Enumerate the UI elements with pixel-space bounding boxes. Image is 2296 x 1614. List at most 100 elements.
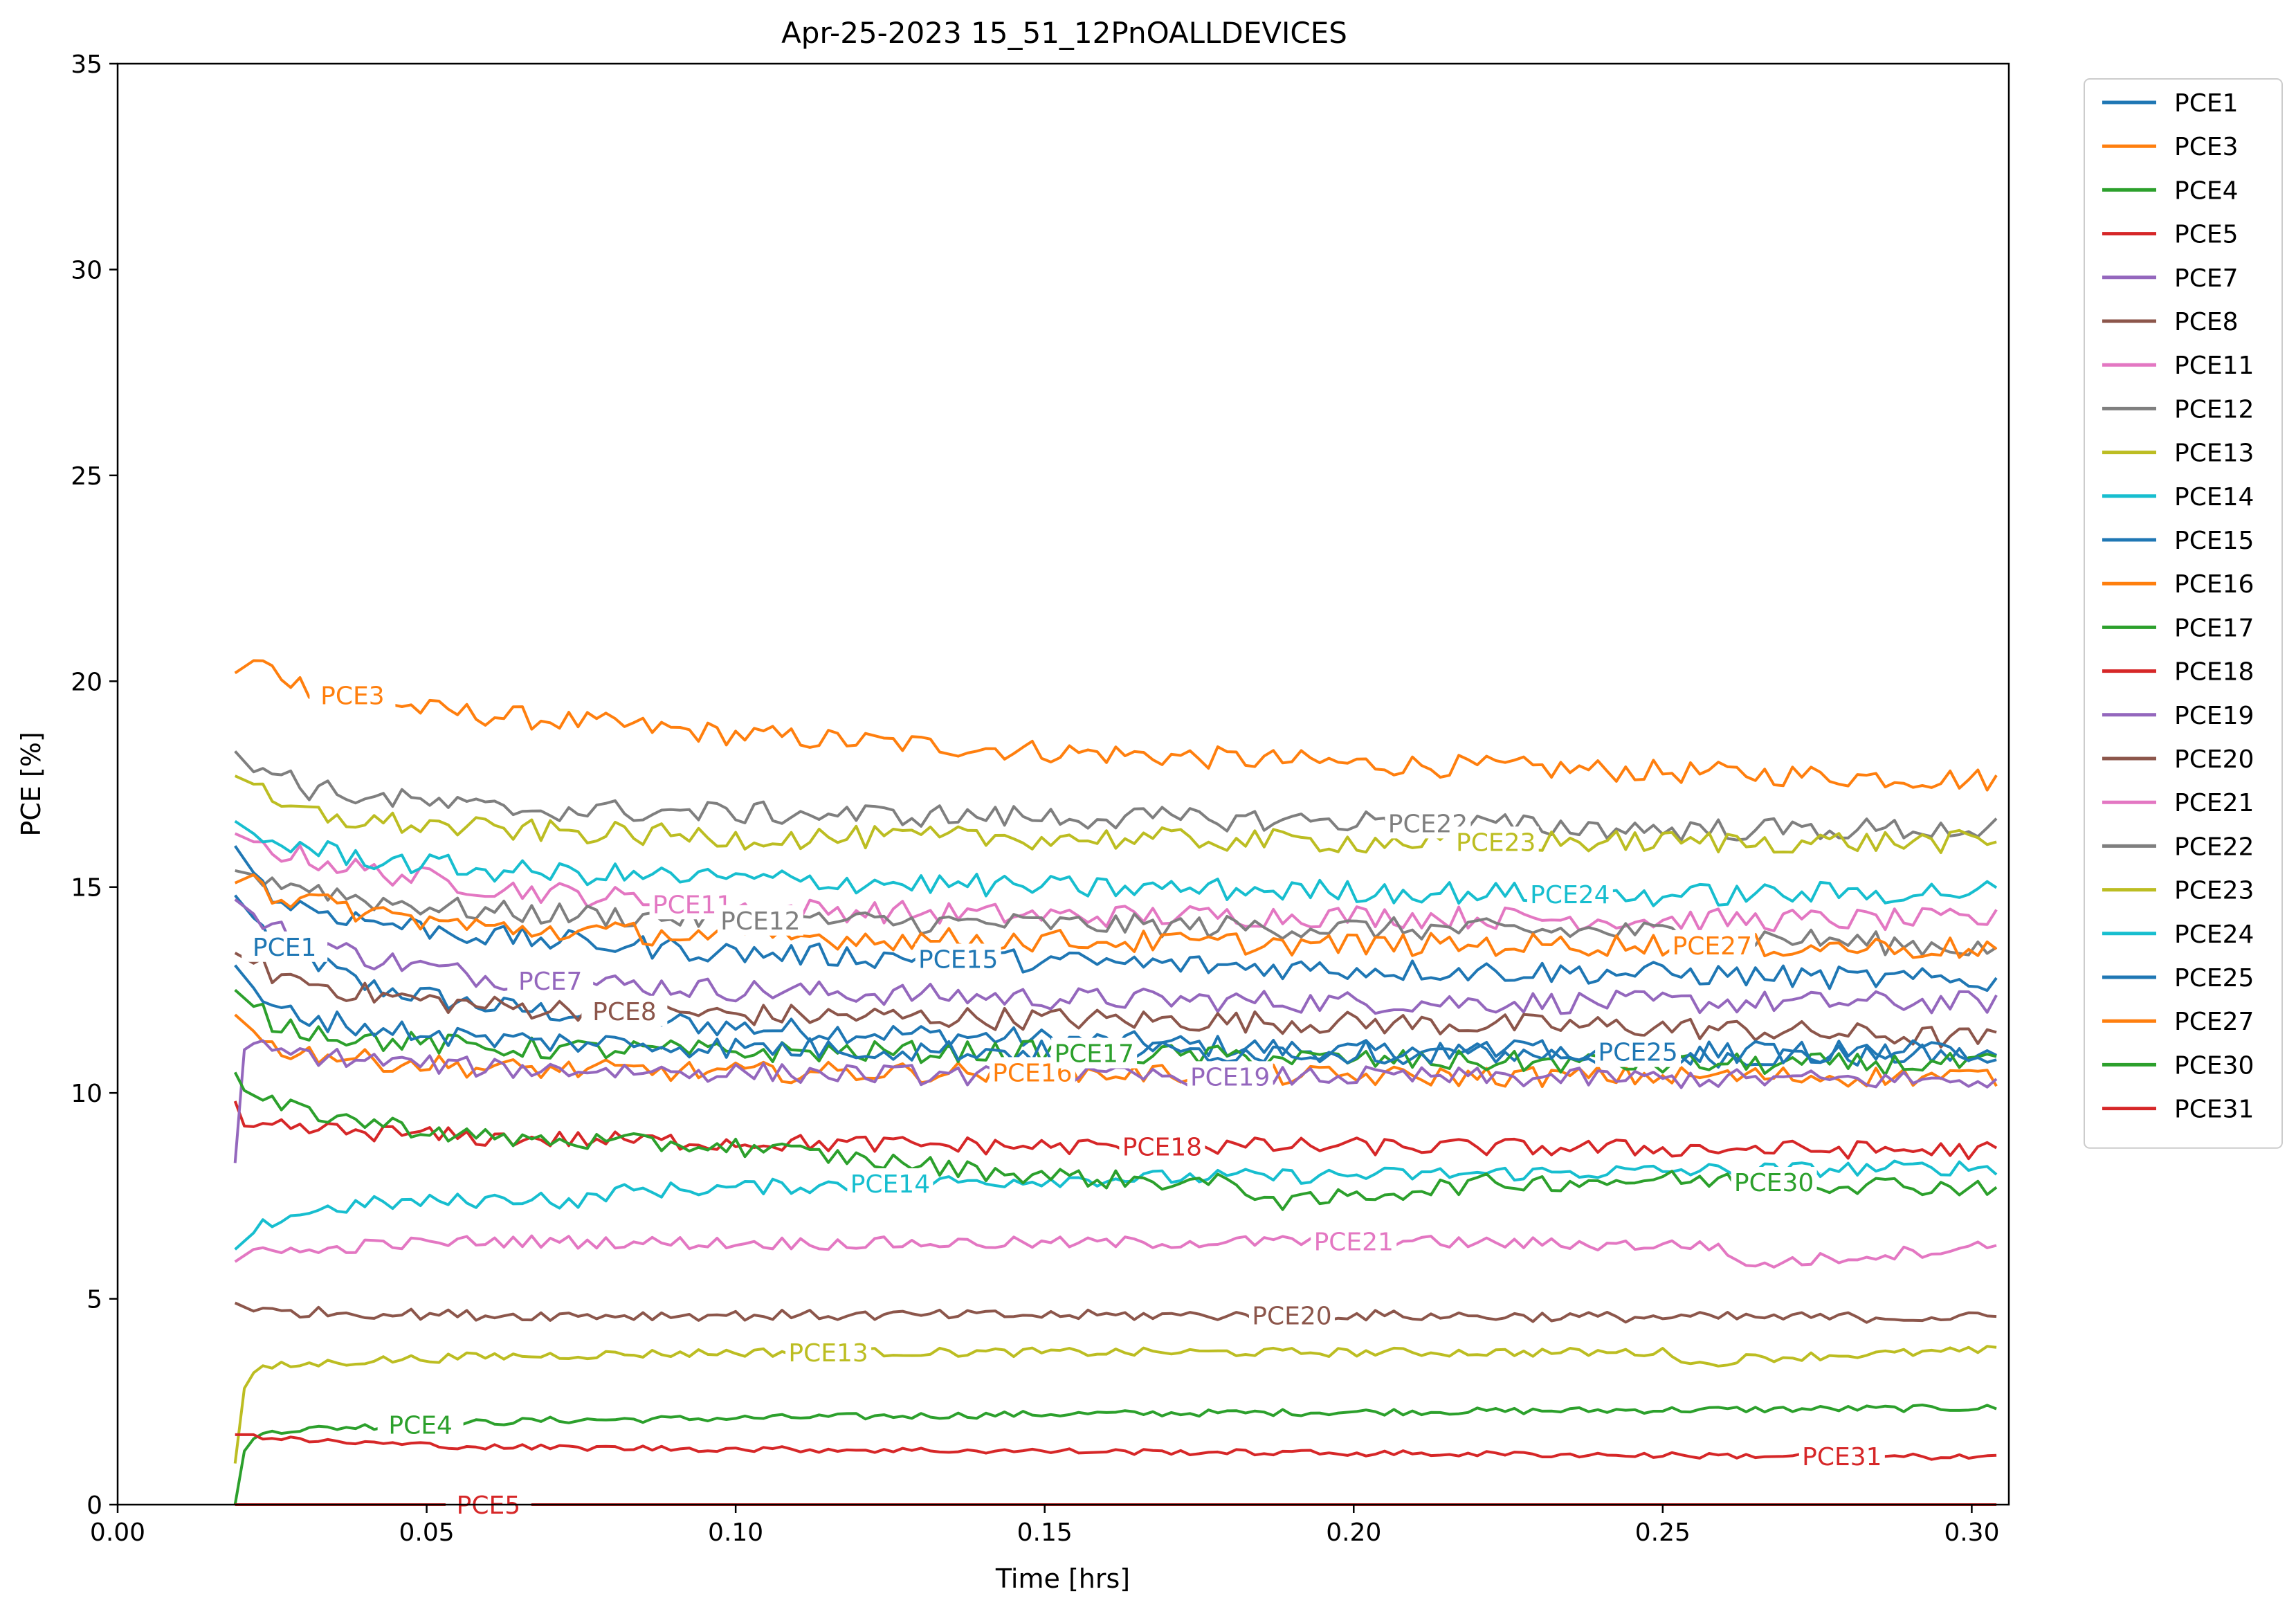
legend-entry: PCE18	[2102, 658, 2254, 687]
y-tick-label: 20	[71, 668, 102, 696]
y-tick-label: 30	[71, 256, 102, 284]
legend-entry: PCE20	[2102, 745, 2254, 774]
legend-entry: PCE27	[2102, 1008, 2254, 1036]
inline-label-pce4: PCE4	[377, 1409, 464, 1440]
series-line-pce16	[234, 1013, 1998, 1088]
legend-label: PCE21	[2174, 789, 2254, 817]
legend-label: PCE15	[2174, 527, 2254, 555]
legend-label: PCE3	[2174, 133, 2239, 161]
inline-label-text: PCE17	[1054, 1040, 1133, 1069]
inline-label-text: PCE5	[457, 1491, 521, 1520]
x-tick-label: 0.20	[1326, 1518, 1381, 1547]
inline-label-pce30: PCE30	[1731, 1167, 1817, 1198]
x-tick-label: 0.30	[1944, 1518, 1999, 1547]
inline-label-pce27: PCE27	[1669, 930, 1756, 961]
legend-label: PCE18	[2174, 658, 2254, 687]
legend-entry: PCE12	[2102, 395, 2254, 424]
legend-label: PCE11	[2174, 352, 2254, 380]
series-line-pce11	[234, 832, 1998, 932]
x-axis-label: Time [hrs]	[995, 1563, 1130, 1594]
legend-label: PCE14	[2174, 483, 2254, 511]
inline-label-pce20: PCE20	[1248, 1300, 1335, 1331]
legend-label: PCE23	[2174, 877, 2254, 905]
series-line-pce30	[233, 1071, 1998, 1211]
legend-entry: PCE13	[2102, 439, 2254, 468]
legend-frame	[2084, 78, 2283, 1149]
legend-label: PCE1	[2174, 89, 2239, 118]
legend-entry: PCE21	[2102, 789, 2254, 817]
legend-entry: PCE22	[2102, 833, 2254, 861]
legend: PCE1 PCE3 PCE4 PCE5 PCE7 PCE8 PCE11 PCE12 PCE13 P…	[2084, 78, 2283, 1149]
inline-label-pce31: PCE31	[1798, 1441, 1885, 1472]
series-line-pce22	[234, 750, 1998, 842]
inline-label-pce8: PCE8	[581, 995, 668, 1026]
inline-label-pce25: PCE25	[1595, 1036, 1682, 1067]
legend-entry: PCE3	[2102, 133, 2239, 161]
x-tick-label: 0.00	[90, 1518, 145, 1547]
inline-label-text: PCE23	[1456, 828, 1536, 857]
legend-entry: PCE25	[2102, 964, 2254, 992]
inline-label-text: PCE1	[253, 934, 317, 962]
inline-label-pce14: PCE14	[847, 1168, 933, 1199]
inline-label-pce24: PCE24	[1527, 878, 1613, 909]
legend-entry: PCE16	[2102, 570, 2254, 599]
legend-entry: PCE11	[2102, 352, 2254, 380]
x-tick-label: 0.25	[1635, 1518, 1691, 1547]
y-tick-label: 15	[71, 874, 102, 903]
legend-label: PCE8	[2174, 308, 2239, 336]
inline-label-text: PCE25	[1598, 1039, 1677, 1067]
legend-entry: PCE19	[2102, 702, 2254, 730]
inline-label-text: PCE27	[1673, 932, 1752, 961]
legend-label: PCE5	[2174, 221, 2239, 249]
legend-entry: PCE24	[2102, 921, 2254, 949]
inline-label-pce1: PCE1	[242, 931, 328, 962]
legend-entry: PCE23	[2102, 877, 2254, 905]
legend-label: PCE25	[2174, 964, 2254, 992]
legend-label: PCE30	[2174, 1051, 2254, 1080]
inline-label-pce23: PCE23	[1452, 826, 1539, 858]
inline-label-text: PCE20	[1252, 1302, 1331, 1330]
legend-label: PCE4	[2174, 176, 2239, 205]
y-tick-label: 5	[86, 1286, 102, 1314]
y-axis: 0 5 10 15 20 25 30 35	[71, 51, 118, 1520]
legend-label: PCE16	[2174, 570, 2254, 599]
series-line-pce3	[234, 659, 1998, 792]
legend-label: PCE22	[2174, 833, 2254, 861]
legend-entry: PCE15	[2102, 527, 2254, 555]
inline-label-pce17: PCE17	[1051, 1037, 1138, 1069]
inline-label-text: PCE24	[1530, 881, 1610, 909]
series-line-pce23	[234, 774, 1997, 854]
inline-label-pce21: PCE21	[1311, 1226, 1397, 1257]
chart-title: Apr-25-2023 15_51_12PnOALLDEVICES	[781, 16, 1347, 50]
legend-entry: PCE30	[2102, 1051, 2254, 1080]
legend-entry: PCE5	[2102, 221, 2239, 249]
inline-label-text: PCE18	[1122, 1133, 1202, 1161]
inline-label-text: PCE14	[850, 1170, 930, 1199]
inline-label-text: PCE30	[1734, 1169, 1814, 1197]
inline-label-text: PCE15	[918, 945, 998, 974]
legend-entry: PCE4	[2102, 176, 2239, 205]
series-line-pce13	[233, 1345, 1997, 1464]
legend-label: PCE24	[2174, 921, 2254, 949]
inline-label-text: PCE7	[518, 968, 583, 996]
inline-label-pce11: PCE11	[649, 889, 736, 920]
series-line-pce24	[234, 819, 1998, 907]
legend-entry: PCE7	[2102, 264, 2239, 293]
legend-label: PCE7	[2174, 264, 2239, 293]
legend-entry: PCE14	[2102, 483, 2254, 511]
inline-label-text: PCE31	[1802, 1443, 1882, 1471]
inline-label-pce15: PCE15	[915, 943, 1001, 974]
x-tick-label: 0.05	[399, 1518, 454, 1547]
series-line-pce15	[234, 845, 1998, 992]
y-tick-label: 0	[86, 1491, 102, 1520]
legend-entry: PCE8	[2102, 308, 2239, 336]
legend-entry: PCE1	[2102, 89, 2239, 118]
inline-label-text: PCE4	[388, 1411, 453, 1440]
series-line-pce4	[233, 1404, 1997, 1505]
inline-label-pce7: PCE7	[507, 965, 594, 997]
x-tick-label: 0.15	[1017, 1518, 1073, 1547]
y-tick-label: 25	[71, 462, 102, 491]
inline-label-text: PCE12	[720, 907, 800, 936]
